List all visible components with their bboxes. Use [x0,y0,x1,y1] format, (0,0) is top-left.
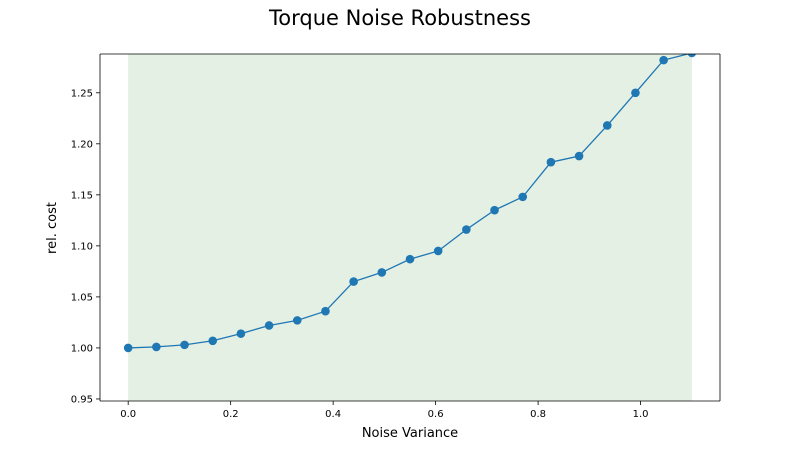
shaded-region [128,54,692,401]
data-point [631,88,640,98]
x-tick-label: 0.2 [223,409,239,420]
data-point [405,254,415,264]
data-point [433,246,443,256]
x-axis-label: Noise Variance [362,426,458,441]
y-axis-label: rel. cost [45,202,60,254]
y-tick-label: 1.25 [71,88,93,99]
plot-area: 0.0 0.2 0.4 0.6 0.8 1.0 0.95 1.00 1.05 1.10 1.15 1.… [71,53,721,420]
data-point [123,343,133,353]
y-tick-label: 1.00 [71,343,93,354]
y-tick-label: 1.10 [71,241,93,252]
data-point [236,329,246,338]
data-point [264,321,274,330]
x-tick-label: 0.4 [325,409,341,420]
x-tick-label: 0.0 [120,409,136,420]
series-layer [123,54,696,353]
data-point [292,316,302,325]
chart-title: Torque Noise Robustness [268,6,531,30]
data-point [349,277,358,286]
y-tick-label: 1.05 [71,292,93,303]
y-tick-label: 1.15 [71,190,93,201]
x-tick-label: 0.8 [530,409,546,420]
data-point [518,192,528,202]
data-point [462,225,471,234]
data-point [574,151,584,161]
x-tick-label: 0.6 [428,409,444,420]
y-tick-label: 1.20 [71,139,93,150]
data-point [490,205,499,215]
data-point [152,342,161,352]
x-tick-label: 1.0 [633,409,649,420]
y-tick-label: 0.95 [71,394,93,405]
data-point [659,55,668,65]
data-point [602,121,612,130]
data-point [180,340,189,350]
data-point [321,306,330,316]
data-point [208,336,218,346]
data-point [687,54,696,58]
data-point [546,157,556,167]
data-point [377,268,387,277]
